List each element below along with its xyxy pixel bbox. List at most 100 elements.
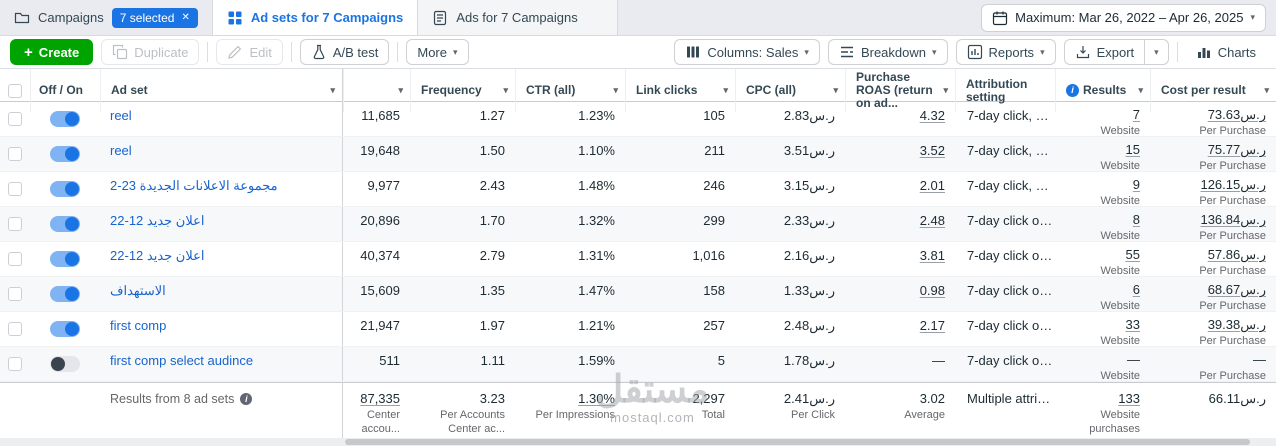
header-ad-set[interactable]: Ad set ▾ <box>100 69 343 112</box>
reports-button[interactable]: Reports ▾ <box>955 39 1056 65</box>
adset-toggle[interactable] <box>50 216 80 232</box>
duplicate-button[interactable]: Duplicate <box>101 39 200 65</box>
results-value-link[interactable]: 9 <box>1132 177 1140 192</box>
cost-value-link[interactable]: ر.س57.86 <box>1207 247 1266 262</box>
cost-value-link[interactable]: ر.س68.67 <box>1207 282 1266 297</box>
header-purchase-roas[interactable]: Purchase ROAS (return on ad... ▾ <box>845 69 955 112</box>
adset-name-link[interactable]: reel <box>110 108 132 123</box>
header-reach[interactable]: ▾ <box>343 69 410 112</box>
row-checkbox[interactable] <box>8 112 22 126</box>
tab-campaigns[interactable]: Campaigns 7 selected ✕ <box>0 0 213 35</box>
row-checkbox[interactable] <box>8 182 22 196</box>
results-value-link[interactable]: 15 <box>1125 142 1140 157</box>
roas-value-link[interactable]: 0.98 <box>919 283 945 298</box>
tab-adsets[interactable]: Ad sets for 7 Campaigns <box>212 0 419 35</box>
adset-toggle[interactable] <box>50 251 80 267</box>
sort-caret-icon[interactable]: ▾ <box>833 85 838 95</box>
sort-caret-icon[interactable]: ▾ <box>503 85 508 95</box>
adset-name-link[interactable]: الاستهداف <box>110 283 166 298</box>
horizontal-scrollbar[interactable] <box>0 438 1276 446</box>
results-value-link[interactable]: 55 <box>1125 247 1140 262</box>
results-value-link[interactable]: 33 <box>1125 317 1140 332</box>
header-frequency[interactable]: Frequency ▾ <box>410 69 515 112</box>
toolbar-divider <box>1176 42 1178 62</box>
link-clicks-cell: 1,016 <box>692 248 725 263</box>
cost-per-result-cell: ر.س136.84 Per Purchase <box>1150 207 1276 242</box>
adset-toggle[interactable] <box>50 321 80 337</box>
adset-toggle[interactable] <box>50 356 80 372</box>
footer-results-link[interactable]: 133 <box>1118 391 1140 406</box>
cost-value-link[interactable]: ر.س39.38 <box>1207 317 1266 332</box>
breakdown-button[interactable]: Breakdown ▾ <box>827 39 948 65</box>
scrollbar-thumb[interactable] <box>344 439 1251 445</box>
roas-value-link[interactable]: 2.01 <box>919 178 945 193</box>
adset-toggle[interactable] <box>50 111 80 127</box>
more-button[interactable]: More ▾ <box>406 39 469 65</box>
sort-caret-icon[interactable]: ▾ <box>613 85 618 95</box>
sort-caret-icon[interactable]: ▾ <box>1138 85 1143 95</box>
sort-caret-icon[interactable]: ▾ <box>723 85 728 95</box>
adset-name-link[interactable]: مجموعة الاعلانات الجديدة 23-2 <box>110 178 278 193</box>
row-checkbox[interactable] <box>8 252 22 266</box>
roas-value-link[interactable]: — <box>932 353 945 368</box>
ab-test-button[interactable]: A/B test <box>299 39 390 65</box>
adset-name-cell: الاستهداف <box>100 277 343 311</box>
results-value-link[interactable]: 6 <box>1132 282 1140 297</box>
roas-value-link[interactable]: 3.52 <box>919 143 945 158</box>
roas-value-link[interactable]: 2.48 <box>919 213 945 228</box>
date-range-button[interactable]: Maximum: Mar 26, 2022 – Apr 26, 2025 ▾ <box>981 3 1266 32</box>
row-checkbox[interactable] <box>8 147 22 161</box>
export-button[interactable]: Export <box>1063 39 1146 65</box>
create-button[interactable]: + Create <box>10 39 94 65</box>
toggle-knob <box>65 287 79 301</box>
adset-toggle[interactable] <box>50 286 80 302</box>
row-checkbox[interactable] <box>8 217 22 231</box>
results-value-link[interactable]: 8 <box>1132 212 1140 227</box>
roas-value-link[interactable]: 4.32 <box>919 108 945 123</box>
footer-reach-link[interactable]: 87,335 <box>360 391 400 406</box>
selected-count-badge[interactable]: 7 selected ✕ <box>111 7 198 28</box>
roas-value-link[interactable]: 3.81 <box>919 248 945 263</box>
adset-name-link[interactable]: اعلان جديد 12-22 <box>110 248 205 263</box>
cost-value-link[interactable]: ر.س75.77 <box>1207 142 1266 157</box>
sort-caret-icon[interactable]: ▾ <box>1264 85 1269 95</box>
adset-name-link[interactable]: first comp select audince <box>110 353 254 368</box>
adset-toggle[interactable] <box>50 181 80 197</box>
header-cost-per-result[interactable]: Cost per result ▾ <box>1150 69 1276 112</box>
link-clicks-cell: 211 <box>704 143 725 158</box>
row-checkbox[interactable] <box>8 287 22 301</box>
header-ctr[interactable]: CTR (all) ▾ <box>515 69 625 112</box>
footer-attribution-cell: Multiple attrib... <box>967 391 1055 406</box>
clear-selection-icon[interactable]: ✕ <box>181 11 190 23</box>
sort-caret-icon[interactable]: ▾ <box>330 85 335 95</box>
tab-ads[interactable]: Ads for 7 Campaigns <box>418 0 619 35</box>
adset-name-link[interactable]: اعلان جديد 12-22 <box>110 213 205 228</box>
cost-value-link[interactable]: ر.س73.63 <box>1207 107 1266 122</box>
columns-button[interactable]: Columns: Sales ▾ <box>674 39 820 65</box>
row-checkbox[interactable] <box>8 322 22 336</box>
header-results[interactable]: Results ▾ <box>1055 69 1150 112</box>
adset-name-link[interactable]: reel <box>110 143 132 158</box>
cost-value-link[interactable]: ر.س136.84 <box>1200 212 1266 227</box>
results-value-link[interactable]: — <box>1127 352 1140 367</box>
cpc-cell: ر.س3.51 <box>783 143 835 158</box>
campaigns-folder-icon <box>14 10 30 26</box>
cost-value-link[interactable]: — <box>1253 352 1266 367</box>
adset-toggle[interactable] <box>50 146 80 162</box>
roas-value-link[interactable]: 2.17 <box>919 318 945 333</box>
results-value-link[interactable]: 7 <box>1132 107 1140 122</box>
header-link-clicks[interactable]: Link clicks ▾ <box>625 69 735 112</box>
header-cpc[interactable]: CPC (all) ▾ <box>735 69 845 112</box>
sort-caret-icon[interactable]: ▾ <box>943 85 948 95</box>
row-checkbox[interactable] <box>8 357 22 371</box>
adset-name-link[interactable]: first comp <box>110 318 167 333</box>
footer-ctr-link[interactable]: 1.30% <box>578 391 615 406</box>
export-options-button[interactable]: ▾ <box>1145 39 1169 65</box>
header-attribution-setting[interactable]: Attribution setting <box>955 69 1055 112</box>
edit-button[interactable]: Edit <box>216 39 283 65</box>
select-all-checkbox[interactable] <box>8 83 22 98</box>
footer-empty-cell <box>30 383 100 446</box>
cost-value-link[interactable]: ر.س126.15 <box>1200 177 1266 192</box>
sort-caret-icon[interactable]: ▾ <box>398 85 403 95</box>
charts-button[interactable]: Charts <box>1185 39 1266 65</box>
